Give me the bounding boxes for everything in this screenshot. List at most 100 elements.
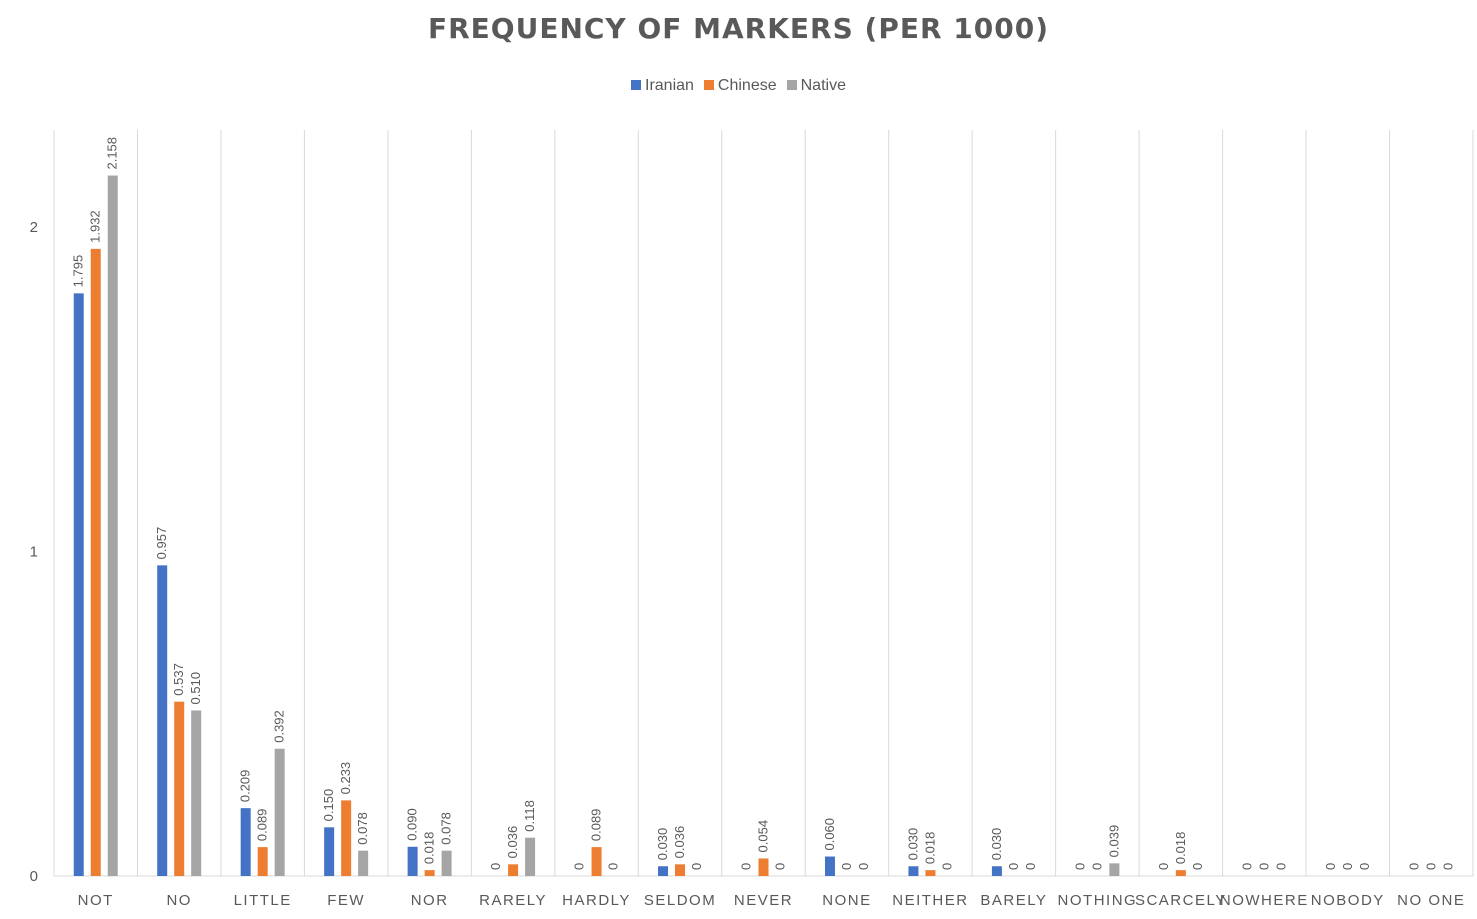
data-label: 0 (839, 863, 854, 870)
category-label: NEVER (734, 892, 793, 909)
bar-native-little (274, 748, 285, 876)
data-label: 0 (1256, 863, 1271, 870)
category-label: SCARCELY (1135, 892, 1227, 909)
data-label: 0.039 (1106, 825, 1121, 858)
bar-chinese-seldom (675, 864, 686, 876)
data-label: 0 (1423, 863, 1438, 870)
category-label: LITTLE (234, 892, 292, 909)
data-label: 0.078 (355, 812, 370, 845)
category-label: NOR (411, 892, 449, 909)
bar-chinese-not (90, 248, 101, 876)
data-label: 0.118 (522, 800, 537, 832)
bar-iranian-nor (407, 846, 418, 876)
data-label: 0 (1072, 863, 1087, 870)
data-label: 0 (1156, 863, 1171, 870)
data-label: 0.233 (338, 762, 353, 795)
bar-native-nothing (1109, 863, 1120, 876)
bar-native-rarely (525, 837, 536, 876)
data-label: 1.795 (71, 255, 86, 288)
bar-chinese-scarcely (1175, 870, 1186, 876)
bar-native-no (191, 710, 202, 876)
category-label: NOWHERE (1220, 892, 1309, 909)
bar-iranian-seldom (658, 866, 669, 876)
data-label: 0.089 (589, 809, 604, 842)
category-label: NO ONE (1397, 892, 1465, 909)
legend-item-iranian: Iranian (631, 77, 694, 95)
bar-native-few (358, 850, 369, 876)
data-label: 0 (773, 863, 788, 870)
data-label: 0.510 (188, 672, 203, 705)
data-label: 0.054 (756, 820, 771, 853)
bar-iranian-not (73, 293, 84, 876)
bar-native-not (107, 175, 118, 877)
data-label: 0 (1440, 863, 1455, 870)
data-label: 0 (488, 863, 503, 870)
bar-chinese-no (174, 701, 185, 876)
legend-label: Iranian (645, 77, 694, 94)
data-label: 0.018 (922, 832, 937, 865)
data-label: 0.018 (422, 832, 437, 865)
bar-chinese-neither (925, 870, 936, 876)
bar-native-nor (441, 850, 452, 876)
chart-title: FREQUENCY OF MARKERS (PER 1000) (427, 12, 1050, 45)
data-label: 0.078 (439, 812, 454, 845)
legend-swatch (786, 80, 797, 90)
data-label: 0 (572, 863, 587, 870)
data-label: 0.030 (989, 828, 1004, 861)
category-label: NOT (78, 892, 114, 909)
bar-iranian-few (324, 827, 335, 876)
legend-label: Native (800, 77, 846, 94)
data-label: 0.030 (655, 828, 670, 861)
data-label: 0.150 (321, 789, 336, 822)
category-label: HARDLY (562, 892, 631, 909)
data-label: 0.036 (505, 826, 520, 859)
data-label: 0 (1340, 863, 1355, 870)
data-label: 0.209 (238, 770, 253, 803)
category-label: FEW (327, 892, 365, 909)
data-label: 0 (689, 863, 704, 870)
data-label: 0 (606, 863, 621, 870)
data-label: 0 (1089, 863, 1104, 870)
data-label: 1.932 (88, 210, 103, 243)
data-label: 0.090 (405, 808, 420, 841)
bar-iranian-neither (908, 866, 919, 876)
y-tick-label: 0 (30, 868, 38, 885)
data-label: 0.018 (1173, 832, 1188, 865)
bar-chinese-hardly (591, 847, 602, 876)
legend-label: Chinese (717, 77, 777, 94)
data-label: 0 (1239, 863, 1254, 870)
data-label: 0 (1023, 863, 1038, 870)
data-label: 0 (1190, 863, 1205, 870)
bar-iranian-barely (991, 866, 1002, 876)
category-label: NEITHER (892, 892, 968, 909)
category-label: NONE (822, 892, 871, 909)
data-label: 0.036 (672, 826, 687, 859)
category-label: NOTHING (1058, 892, 1138, 909)
data-label: 0.537 (171, 663, 186, 696)
legend: Iranian Chinese Native (0, 77, 1477, 95)
category-label: BARELY (980, 892, 1047, 909)
bar-chinese-few (341, 800, 352, 876)
category-label: RARELY (479, 892, 547, 909)
legend-swatch (703, 80, 714, 90)
data-label: 0 (739, 863, 754, 870)
data-label: 0.089 (255, 809, 270, 842)
bar-iranian-little (240, 808, 251, 876)
data-label: 0.957 (154, 527, 169, 560)
data-label: 0 (1357, 863, 1372, 870)
data-label: 2.158 (105, 137, 120, 170)
legend-item-chinese: Chinese (703, 77, 777, 95)
data-label: 0 (856, 863, 871, 870)
category-label: SELDOM (644, 892, 716, 909)
data-label: 0 (1323, 863, 1338, 870)
category-label: NOBODY (1311, 892, 1385, 909)
y-tick-label: 1 (30, 543, 38, 560)
legend-swatch (631, 80, 641, 90)
y-tick-label: 2 (30, 219, 38, 236)
bar-chinese-little (257, 847, 268, 876)
data-label: 0 (939, 863, 954, 870)
category-label: NO (166, 892, 192, 909)
data-label: 0.060 (822, 818, 837, 851)
bar-chinese-nor (424, 870, 435, 876)
